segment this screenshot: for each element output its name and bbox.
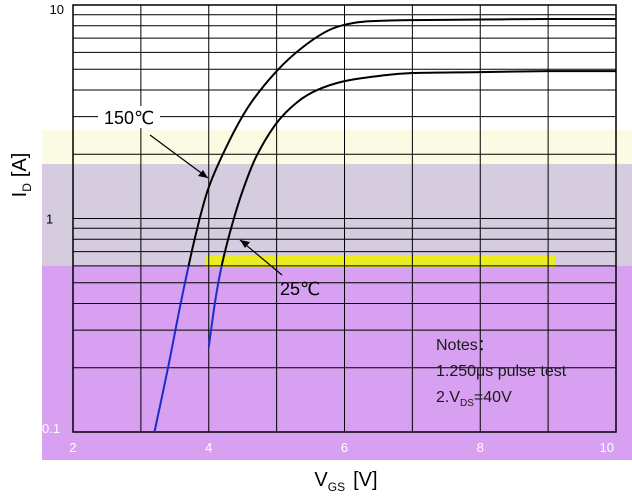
y-label-main: I: [9, 192, 31, 198]
x-tick-label: 10: [600, 440, 614, 455]
highlight-strip: [205, 256, 555, 267]
curves: [153, 17, 616, 432]
x-tick-label: 6: [341, 440, 348, 455]
tick-labels: 2 4 6 8 10 10 1 0.1: [42, 2, 614, 455]
grid-lines: [73, 5, 616, 432]
band-bottom: [42, 266, 632, 460]
plot-frame: [72, 4, 617, 433]
svg-text:VGS[V]: VGS [V]: [314, 469, 377, 494]
notes-line2: 2.VDS=40V: [436, 389, 512, 409]
x-tick-label: 8: [477, 440, 484, 455]
curve-150c-upper: [187, 17, 616, 266]
background-bands: [42, 130, 632, 460]
x-axis-label: VGS [V]: [314, 469, 377, 494]
annotation-25c-text: 25℃: [280, 279, 320, 299]
curve-25c-upper: [220, 70, 616, 266]
y-axis-label: ID [A]: [9, 153, 34, 198]
notes-box: Notes： 1.250μs pulse test 2.VDS=40V: [436, 337, 567, 409]
y-tick-label: 1: [46, 212, 53, 227]
y-tick-label: 0.1: [42, 421, 60, 436]
curve-150c-lower: [153, 266, 190, 432]
annotation-25c: 25℃: [239, 239, 320, 299]
notes-line1: 1.250μs pulse test: [436, 363, 567, 380]
svg-text:ID[A]: ID [A]: [9, 153, 34, 198]
y-tick-label: 10: [50, 2, 64, 17]
y-label-unit: [A]: [9, 153, 31, 177]
x-label-main: V: [314, 469, 328, 491]
notes-title: Notes：: [436, 337, 494, 354]
band-mid: [42, 164, 632, 266]
x-label-unit: [V]: [353, 469, 377, 491]
annotation-150c-text: 150℃: [104, 108, 154, 128]
band-top: [42, 130, 632, 164]
x-label-sub: GS: [328, 480, 345, 494]
x-tick-label: 4: [205, 440, 212, 455]
y-label-sub: D: [20, 183, 34, 192]
x-tick-label: 2: [69, 440, 76, 455]
annotation-150c: 150℃: [98, 106, 209, 179]
